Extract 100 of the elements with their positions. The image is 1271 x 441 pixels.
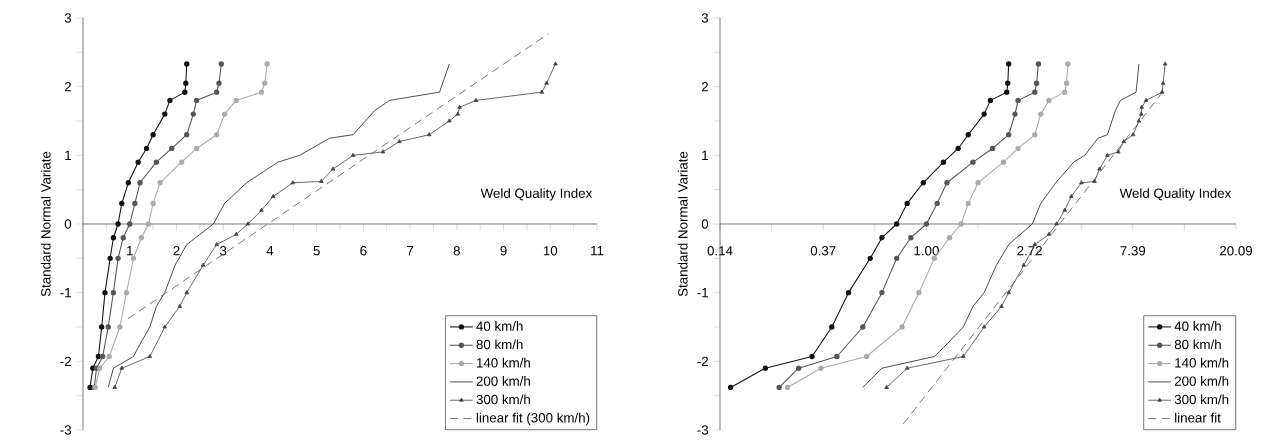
point: [218, 61, 224, 67]
legend-label: 300 km/h: [476, 394, 530, 405]
point: [264, 61, 270, 67]
point: [213, 132, 220, 138]
point: [457, 104, 462, 109]
point: [138, 235, 145, 241]
legend-label: linear fit: [1175, 412, 1221, 423]
point: [115, 255, 121, 261]
point: [112, 384, 118, 389]
legend-label: 40 km/h: [476, 321, 523, 331]
point: [97, 365, 103, 371]
y-tick-label: 2: [64, 82, 71, 92]
point: [115, 221, 121, 227]
x-axis-title: Weld Quality Index: [480, 188, 593, 201]
point: [99, 324, 105, 330]
point: [350, 152, 356, 157]
y-tick-label: 0: [701, 219, 709, 229]
point: [447, 118, 452, 123]
point: [106, 353, 112, 360]
y-tick-label: -2: [697, 356, 708, 366]
point: [130, 255, 137, 261]
y-axis-title: Standard Normal Variate: [677, 151, 688, 297]
legend-label: 140 km/h: [1175, 357, 1229, 368]
point: [258, 89, 265, 95]
point: [262, 80, 268, 86]
x-tick-label: 9: [500, 246, 507, 256]
point: [183, 80, 189, 86]
point: [119, 200, 125, 207]
legend-label: 200 km/h: [1174, 376, 1229, 386]
point: [539, 89, 545, 94]
point: [216, 80, 222, 86]
point: [214, 242, 219, 247]
point: [544, 80, 549, 85]
legend-label: 80 km/h: [476, 339, 523, 350]
point: [553, 61, 558, 66]
y-axis-title: Standard Normal Variate: [40, 151, 51, 297]
point: [147, 353, 153, 358]
point: [330, 166, 336, 171]
x-tick-label: 20.09: [1219, 246, 1253, 256]
y-tick-label: 2: [701, 82, 708, 92]
point: [162, 111, 168, 117]
line-series: [107, 63, 450, 388]
y-tick-label: 1: [65, 150, 71, 160]
point: [153, 159, 160, 165]
y-tick-label: -3: [697, 425, 709, 435]
legend-label: 200 km/h: [476, 376, 530, 386]
point: [95, 353, 102, 360]
point: [259, 207, 264, 212]
legend-label: 300 km/h: [1174, 394, 1229, 405]
point: [137, 180, 143, 186]
point: [380, 149, 386, 154]
point: [127, 221, 133, 227]
point: [105, 324, 111, 330]
legend-label: 40 km/h: [1174, 321, 1221, 331]
point: [193, 145, 200, 152]
point: [132, 200, 138, 207]
point: [473, 97, 479, 102]
x-tick-label: 8: [453, 246, 460, 256]
point: [150, 200, 156, 207]
point: [110, 289, 117, 296]
legend-label: 80 km/h: [1174, 339, 1221, 350]
y-tick-label: -1: [697, 288, 708, 298]
point: [397, 139, 402, 144]
x-tick-label: 2.72: [1017, 246, 1042, 256]
point: [245, 221, 251, 226]
point: [234, 231, 239, 236]
y-tick-label: 3: [64, 13, 72, 23]
point: [290, 180, 296, 185]
point: [213, 89, 220, 95]
x-tick-label: 7.39: [1120, 246, 1146, 256]
point: [177, 303, 182, 308]
point: [90, 365, 96, 371]
point: [143, 145, 150, 152]
point: [182, 89, 188, 95]
y-tick-label: -3: [60, 425, 72, 435]
point: [107, 255, 113, 261]
y-tick-label: 3: [701, 13, 709, 23]
x-tick-label: 1: [127, 246, 133, 256]
point: [184, 132, 190, 138]
point: [169, 145, 175, 152]
point: [119, 365, 125, 370]
x-tick-label: 0.37: [810, 246, 836, 256]
x-tick-label: 6: [360, 246, 367, 256]
legend-label: linear fit (300 km/h): [476, 412, 590, 426]
x-axis-title: Weld Quality Index: [1119, 188, 1232, 201]
point: [178, 159, 185, 165]
point: [162, 324, 168, 329]
point: [167, 97, 173, 104]
point: [270, 193, 276, 198]
point: [193, 97, 200, 104]
point: [87, 384, 93, 391]
point: [145, 221, 152, 227]
x-tick-label: 1.00: [914, 246, 939, 256]
y-tick-label: 1: [702, 150, 708, 160]
point: [120, 235, 126, 241]
point: [125, 180, 132, 186]
point: [190, 111, 196, 117]
y-tick-label: -1: [60, 288, 71, 298]
x-tick-label: 5: [313, 246, 320, 256]
point: [117, 324, 123, 330]
